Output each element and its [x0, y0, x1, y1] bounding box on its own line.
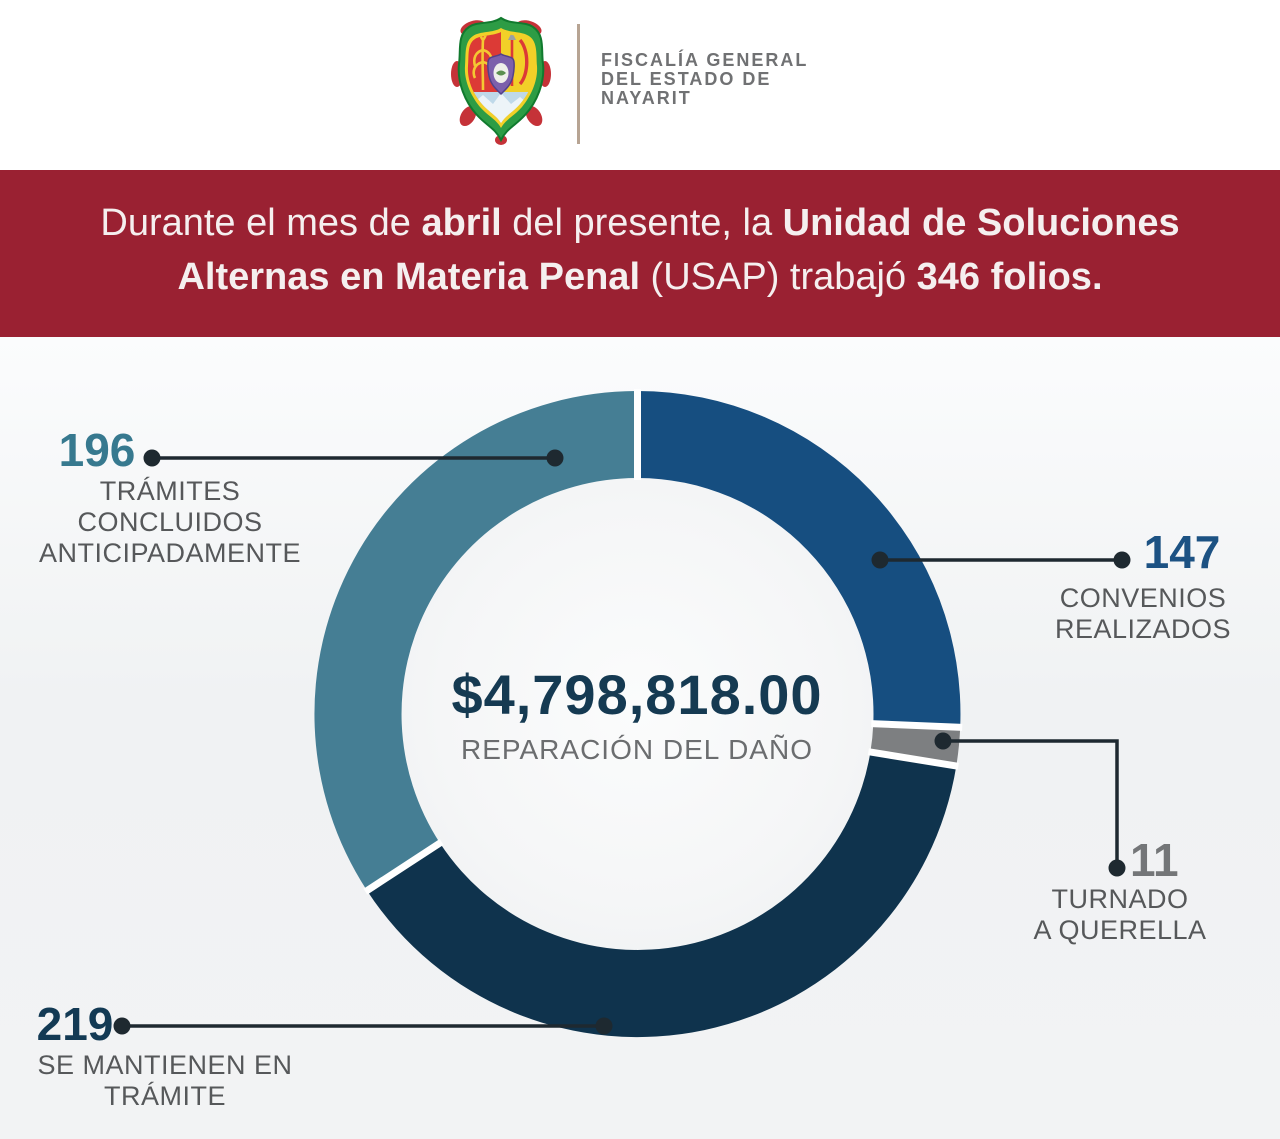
label-196-line-2: ANTICIPADAMENTE: [38, 538, 302, 568]
headline-line-1: Durante el mes de abril del presente, la…: [100, 202, 1180, 244]
headline-banner: Durante el mes de abril del presente, la…: [0, 170, 1280, 337]
label-11-line-1: TURNADO: [1051, 884, 1189, 914]
donut-center: $4,798,818.00 REPARACIÓN DEL DAÑO: [387, 662, 887, 766]
agency-line-1: FISCALÍA GENERAL: [601, 50, 809, 70]
label-11: TURNADO A QUERELLA: [1010, 884, 1230, 946]
logo-divider: [577, 24, 580, 144]
agency-line-3: NAYARIT: [601, 88, 692, 108]
nayarit-coat-of-arms-logo: [451, 16, 551, 145]
agency-name: FISCALÍA GENERAL DEL ESTADO DE NAYARIT: [601, 51, 808, 108]
value-11: 11: [1130, 834, 1179, 886]
agency-line-2: DEL ESTADO DE: [601, 69, 772, 89]
reparation-caption: REPARACIÓN DEL DAÑO: [461, 734, 813, 765]
value-196: 196: [58, 424, 136, 476]
label-219-line-1: SE MANTIENEN EN: [37, 1050, 293, 1080]
header: FISCALÍA GENERAL DEL ESTADO DE NAYARIT: [0, 0, 1280, 170]
logo-purple-escutcheon: [487, 53, 515, 96]
label-147-line-1: CONVENIOS: [1059, 583, 1227, 613]
value-219: 219: [36, 998, 114, 1050]
label-219-line-2: TRÁMITE: [104, 1081, 226, 1111]
label-147: CONVENIOS REALIZADOS: [1033, 583, 1253, 645]
headline-line-2: Alternas en Materia Penal (USAP) trabajó…: [177, 256, 1103, 298]
label-219: SE MANTIENEN EN TRÁMITE: [0, 1050, 330, 1112]
value-147: 147: [1143, 526, 1221, 578]
label-196-line-1: TRÁMITES CONCLUIDOS: [77, 476, 263, 537]
label-11-line-2: A QUERELLA: [1033, 915, 1207, 945]
reparation-amount: $4,798,818.00: [451, 663, 823, 726]
label-147-line-2: REALIZADOS: [1054, 614, 1232, 644]
label-196: TRÁMITES CONCLUIDOS ANTICIPADAMENTE: [0, 476, 340, 569]
